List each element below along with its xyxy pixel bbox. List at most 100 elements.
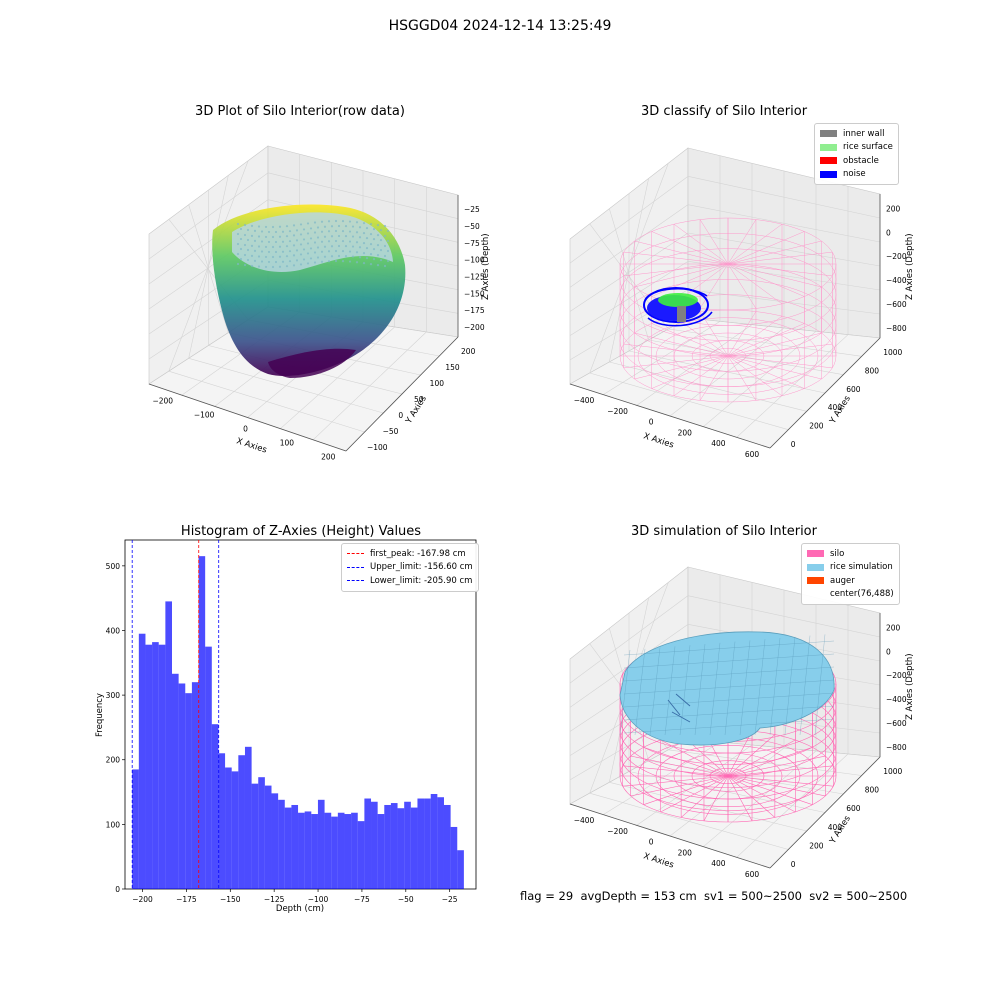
raw-z-tick: −175 xyxy=(464,306,485,315)
raw-plot-title: 3D Plot of Silo Interior(row data) xyxy=(195,104,405,119)
legend-label: rice simulation xyxy=(830,562,893,573)
simulation-x-tick: 400 xyxy=(711,859,726,868)
histogram-bar xyxy=(264,785,272,889)
histogram-bar xyxy=(410,807,418,889)
simulation-x-tick: 0 xyxy=(649,838,654,847)
legend-item-auger: auger xyxy=(807,574,894,588)
classify-z-tick: 0 xyxy=(886,228,891,237)
rice-surface-swatch xyxy=(820,143,837,151)
classify-x-tick: −400 xyxy=(574,396,595,405)
legend-label: Upper_limit: -156.60 cm xyxy=(370,562,473,573)
classify-legend: inner wall rice surface obstacle noise xyxy=(814,123,899,185)
histogram-bar xyxy=(225,767,232,889)
simulation-z-tick: 200 xyxy=(886,623,901,632)
histogram-legend: first_peak: -167.98 cm Upper_limit: -156… xyxy=(341,543,479,592)
histogram-bar xyxy=(424,798,431,889)
histogram-bar xyxy=(298,812,305,889)
histogram-title: Histogram of Z-Axies (Height) Values xyxy=(180,524,422,539)
histogram-x-tick: −200 xyxy=(132,895,153,904)
raw-x-tick: −200 xyxy=(152,396,173,405)
legend-item-noise: noise xyxy=(820,168,893,182)
simulation-zlabel: Z Axies (Depth) xyxy=(905,653,915,720)
histogram-y-tick: 200 xyxy=(106,756,121,765)
simulation-x-tick: 200 xyxy=(678,848,693,857)
raw-x-tick: 0 xyxy=(243,425,248,434)
histogram-bar xyxy=(397,808,405,889)
histogram-y-tick: 0 xyxy=(115,885,120,894)
histogram-bar xyxy=(337,812,345,889)
histogram-bar xyxy=(244,746,252,889)
simulation-z-tick: −400 xyxy=(886,695,907,704)
histogram-y-tick: 300 xyxy=(106,691,121,700)
rice-simulation-swatch xyxy=(807,563,824,571)
classify-zlabel: Z Axies (Depth) xyxy=(905,233,915,300)
simulation-x-tick: −200 xyxy=(607,827,628,836)
center-swatch xyxy=(807,591,824,598)
raw-z-tick: −125 xyxy=(464,273,485,282)
legend-label: inner wall xyxy=(843,128,885,139)
histogram-bar xyxy=(152,642,159,889)
histogram-bar xyxy=(377,814,385,889)
legend-item-lower-limit: Lower_limit: -205.90 cm xyxy=(347,574,473,588)
histogram-y-tick: 400 xyxy=(106,626,121,635)
histogram-xlabel: Depth (cm) xyxy=(276,904,324,914)
histogram-bar xyxy=(198,556,206,889)
raw-z-tick: −100 xyxy=(464,256,485,265)
classify-y-tick: 600 xyxy=(846,385,861,394)
classify-x-tick: 200 xyxy=(678,428,693,437)
raw-z-tick: −25 xyxy=(464,205,480,214)
simulation-x-tick: 600 xyxy=(745,870,760,879)
simulation-y-tick: 400 xyxy=(828,823,843,832)
status-footer: flag = 29 avgDepth = 153 cm sv1 = 500~25… xyxy=(520,889,908,903)
silo-swatch xyxy=(807,550,824,558)
raw-y-tick: −50 xyxy=(383,427,399,436)
auger-swatch xyxy=(807,577,824,585)
classify-x-tick: −200 xyxy=(607,407,628,416)
simulation-z-tick: −600 xyxy=(886,719,907,728)
legend-label: first_peak: -167.98 cm xyxy=(370,548,466,559)
classify-z-tick: −200 xyxy=(886,252,907,261)
lower-limit-line-swatch xyxy=(347,580,364,582)
histogram-bar xyxy=(205,646,212,889)
raw-z-tick: −150 xyxy=(464,289,485,298)
classify-3d-axes xyxy=(569,147,881,449)
histogram-bar xyxy=(384,804,391,889)
raw-x-tick: 100 xyxy=(280,439,295,448)
legend-label: noise xyxy=(843,169,866,180)
histogram-bar xyxy=(371,801,378,889)
histogram-bar xyxy=(251,783,259,889)
simulation-y-tick: 800 xyxy=(865,786,880,795)
histogram-bar xyxy=(430,793,438,889)
legend-item-rice-surface: rice surface xyxy=(820,141,893,155)
histogram-x-tick: −150 xyxy=(220,895,241,904)
histogram-reference-lines xyxy=(131,540,220,889)
legend-label: obstacle xyxy=(843,155,879,166)
legend-label: Lower_limit: -205.90 cm xyxy=(370,575,473,586)
raw-xlabel: X Axies xyxy=(235,436,268,455)
simulation-y-tick: 0 xyxy=(791,860,796,869)
histogram-bar xyxy=(211,724,219,889)
classify-y-tick: 1000 xyxy=(883,348,902,357)
histogram-x-tick: −175 xyxy=(176,895,197,904)
histogram-bar xyxy=(271,793,279,889)
simulation-z-tick: −200 xyxy=(886,671,907,680)
figure-title: HSGGD04 2024-12-14 13:25:49 xyxy=(388,18,612,34)
simulation-z-tick: 0 xyxy=(886,647,891,656)
raw-y-tick: 50 xyxy=(414,395,424,404)
histogram-bar xyxy=(291,804,299,889)
raw-x-tick: 200 xyxy=(321,453,336,462)
histogram-bar xyxy=(390,803,398,889)
histogram-x-tick: −50 xyxy=(398,895,414,904)
histogram-y-tick: 100 xyxy=(106,820,121,829)
simulation-xlabel: X Axies xyxy=(642,851,675,870)
simulation-z-tick: −800 xyxy=(886,743,907,752)
histogram-bar xyxy=(278,799,285,889)
first-peak-line-swatch xyxy=(347,553,364,555)
histogram-bar xyxy=(145,644,153,889)
histogram-bar xyxy=(344,814,352,889)
raw-zlabel: Z Axies (Depth) xyxy=(481,233,491,300)
histogram-bar xyxy=(317,799,325,889)
classify-silo-wireframe xyxy=(619,217,837,403)
legend-label: center(76,488) xyxy=(830,589,894,600)
